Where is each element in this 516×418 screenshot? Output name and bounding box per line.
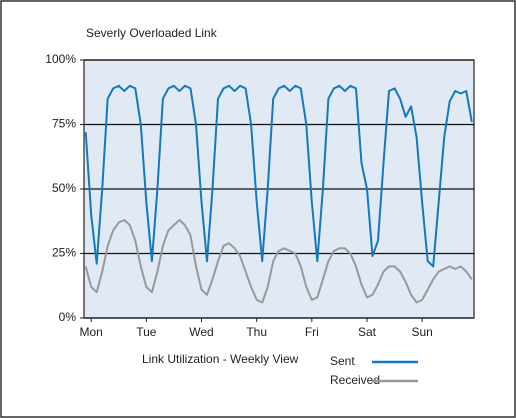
x-tick-label: Sun	[411, 325, 432, 339]
x-tick-label: Fri	[305, 325, 319, 339]
y-tick-label: 25%	[52, 246, 76, 260]
y-tick-label: 0%	[59, 310, 77, 324]
x-tick-label: Tue	[136, 325, 157, 339]
series-line	[84, 219, 473, 304]
legend-label: Received	[330, 373, 380, 387]
y-tick-label: 50%	[52, 181, 76, 195]
x-tick-label: Thu	[246, 325, 267, 339]
chart-title: Severly Overloaded Link	[86, 26, 218, 40]
x-tick-label: Wed	[189, 325, 213, 339]
series-line	[84, 84, 473, 268]
legend-label: Sent	[330, 354, 355, 368]
y-tick-label: 100%	[45, 52, 76, 66]
y-tick-label: 75%	[52, 117, 76, 131]
x-tick-label: Sat	[358, 325, 377, 339]
x-axis-label: Link Utilization - Weekly View	[142, 352, 299, 366]
x-tick-label: Mon	[79, 325, 102, 339]
